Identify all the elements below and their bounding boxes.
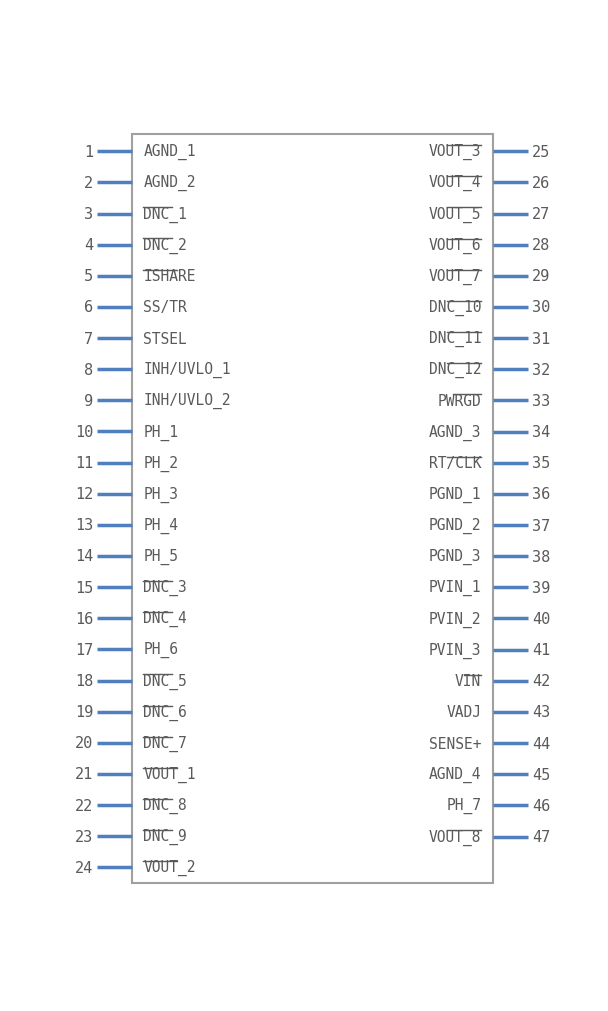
Text: 26: 26 xyxy=(532,176,550,191)
Text: DNC_8: DNC_8 xyxy=(143,798,187,814)
Text: 2: 2 xyxy=(84,176,93,191)
Text: VIN: VIN xyxy=(455,673,482,688)
Text: STSEL: STSEL xyxy=(143,332,187,346)
Text: 20: 20 xyxy=(75,736,93,750)
Text: VOUT_6: VOUT_6 xyxy=(429,238,482,254)
Text: 24: 24 xyxy=(75,860,93,875)
Text: INH/UVLO_1: INH/UVLO_1 xyxy=(143,362,231,378)
Text: 27: 27 xyxy=(532,207,550,221)
Bar xyxy=(132,135,493,883)
Text: VOUT_5: VOUT_5 xyxy=(429,206,482,222)
Text: 36: 36 xyxy=(532,487,550,501)
Text: PH_7: PH_7 xyxy=(446,798,482,814)
Text: PGND_1: PGND_1 xyxy=(429,486,482,502)
Text: 31: 31 xyxy=(532,332,550,347)
Text: DNC_10: DNC_10 xyxy=(429,299,482,315)
Text: 32: 32 xyxy=(532,362,550,377)
Text: 6: 6 xyxy=(84,300,93,315)
Text: DNC_1: DNC_1 xyxy=(143,206,187,222)
Text: VOUT_4: VOUT_4 xyxy=(429,175,482,191)
Text: 23: 23 xyxy=(75,829,93,844)
Text: 38: 38 xyxy=(532,549,550,564)
Text: 35: 35 xyxy=(532,456,550,471)
Text: 37: 37 xyxy=(532,518,550,533)
Text: PWRGD: PWRGD xyxy=(438,393,482,408)
Text: 29: 29 xyxy=(532,269,550,284)
Text: RT/CLK: RT/CLK xyxy=(429,456,482,471)
Text: 42: 42 xyxy=(532,673,550,688)
Text: INH/UVLO_2: INH/UVLO_2 xyxy=(143,393,231,409)
Text: 43: 43 xyxy=(532,705,550,720)
Text: 9: 9 xyxy=(84,393,93,408)
Text: DNC_3: DNC_3 xyxy=(143,579,187,595)
Text: 17: 17 xyxy=(75,642,93,657)
Text: 14: 14 xyxy=(75,549,93,564)
Text: SS/TR: SS/TR xyxy=(143,300,187,315)
Text: 22: 22 xyxy=(75,798,93,813)
Text: AGND_2: AGND_2 xyxy=(143,175,196,191)
Text: PVIN_2: PVIN_2 xyxy=(429,611,482,627)
Text: DNC_11: DNC_11 xyxy=(429,331,482,347)
Text: 11: 11 xyxy=(75,456,93,471)
Text: VOUT_1: VOUT_1 xyxy=(143,766,196,783)
Text: PH_4: PH_4 xyxy=(143,518,178,534)
Text: ISHARE: ISHARE xyxy=(143,269,196,284)
Text: 12: 12 xyxy=(75,486,93,501)
Text: AGND_1: AGND_1 xyxy=(143,144,196,160)
Text: 44: 44 xyxy=(532,736,550,751)
Text: 5: 5 xyxy=(84,269,93,284)
Text: DNC_6: DNC_6 xyxy=(143,704,187,720)
Text: 10: 10 xyxy=(75,425,93,440)
Text: DNC_12: DNC_12 xyxy=(429,362,482,378)
Text: 19: 19 xyxy=(75,705,93,720)
Text: DNC_2: DNC_2 xyxy=(143,238,187,254)
Text: 7: 7 xyxy=(84,332,93,346)
Text: 40: 40 xyxy=(532,612,550,627)
Text: VOUT_3: VOUT_3 xyxy=(429,144,482,160)
Text: 34: 34 xyxy=(532,425,550,440)
Text: 39: 39 xyxy=(532,580,550,595)
Text: VOUT_7: VOUT_7 xyxy=(429,269,482,285)
Text: PH_6: PH_6 xyxy=(143,642,178,658)
Text: PH_2: PH_2 xyxy=(143,455,178,471)
Text: PH_1: PH_1 xyxy=(143,424,178,440)
Text: 3: 3 xyxy=(84,207,93,221)
Text: 1: 1 xyxy=(84,145,93,160)
Text: PGND_3: PGND_3 xyxy=(429,549,482,565)
Text: DNC_4: DNC_4 xyxy=(143,611,187,627)
Text: DNC_7: DNC_7 xyxy=(143,735,187,751)
Text: 13: 13 xyxy=(75,518,93,533)
Text: 33: 33 xyxy=(532,393,550,408)
Text: 8: 8 xyxy=(84,362,93,377)
Text: VOUT_2: VOUT_2 xyxy=(143,859,196,876)
Text: 46: 46 xyxy=(532,798,550,813)
Text: 18: 18 xyxy=(75,673,93,688)
Text: SENSE+: SENSE+ xyxy=(429,736,482,751)
Text: 30: 30 xyxy=(532,300,550,315)
Text: PVIN_1: PVIN_1 xyxy=(429,579,482,595)
Text: 21: 21 xyxy=(75,766,93,782)
Text: DNC_9: DNC_9 xyxy=(143,828,187,844)
Text: 4: 4 xyxy=(84,238,93,253)
Text: 15: 15 xyxy=(75,580,93,595)
Text: 47: 47 xyxy=(532,829,550,844)
Text: PH_3: PH_3 xyxy=(143,486,178,502)
Text: 16: 16 xyxy=(75,612,93,626)
Text: PH_5: PH_5 xyxy=(143,548,178,564)
Text: PVIN_3: PVIN_3 xyxy=(429,642,482,658)
Text: 28: 28 xyxy=(532,238,550,253)
Text: PGND_2: PGND_2 xyxy=(429,518,482,534)
Text: 25: 25 xyxy=(532,145,550,160)
Text: 45: 45 xyxy=(532,767,550,782)
Text: AGND_4: AGND_4 xyxy=(429,766,482,783)
Text: VADJ: VADJ xyxy=(446,705,482,720)
Text: 41: 41 xyxy=(532,643,550,657)
Text: DNC_5: DNC_5 xyxy=(143,672,187,688)
Text: AGND_3: AGND_3 xyxy=(429,424,482,440)
Text: VOUT_8: VOUT_8 xyxy=(429,829,482,845)
